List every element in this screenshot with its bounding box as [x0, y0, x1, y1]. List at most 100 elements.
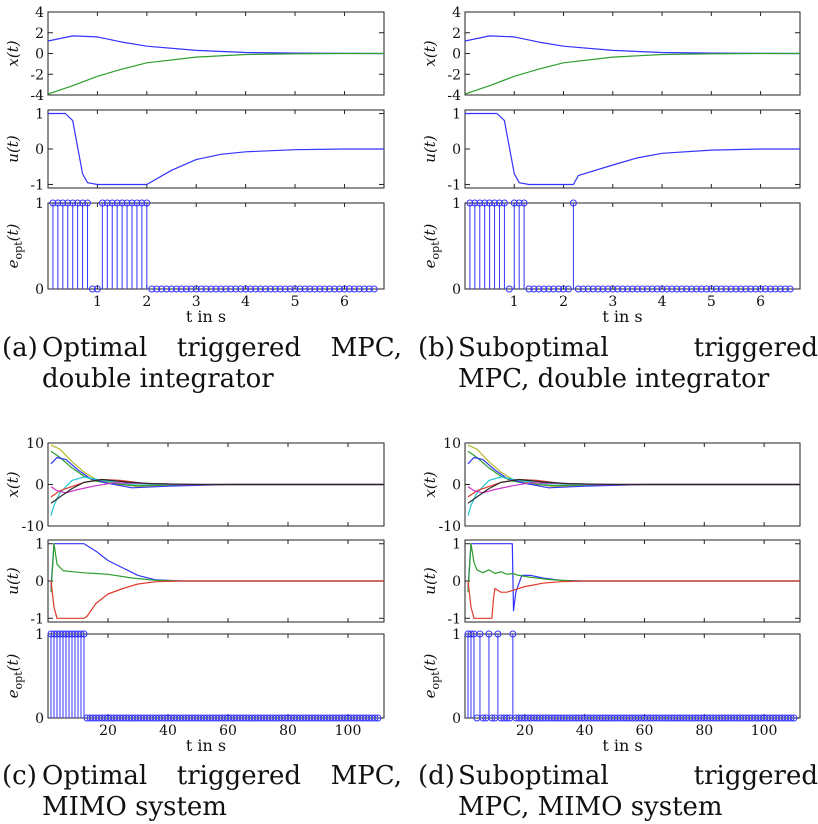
- y-axis-label: eopt(t): [421, 223, 442, 268]
- stem-marker: [786, 285, 794, 293]
- y-axis-label-main: e: [4, 689, 22, 698]
- y-tick-label: -4: [447, 88, 461, 104]
- stem-marker: [629, 285, 636, 293]
- panel-input: -1 0 1: [447, 537, 801, 627]
- stem-marker: [316, 285, 324, 293]
- stem-marker: [505, 285, 513, 293]
- stem-marker: [747, 285, 755, 293]
- x-tick-label: 1: [93, 294, 102, 310]
- stem-marker: [633, 285, 641, 293]
- y-tick-label: 0: [35, 574, 44, 590]
- stem-marker: [790, 714, 798, 722]
- y-tick-label: -1: [447, 611, 461, 627]
- stem-marker: [291, 285, 299, 293]
- series-line-dark: [467, 478, 800, 504]
- x-tick-label: 20: [516, 723, 534, 739]
- y-tick-label: 1: [35, 196, 44, 212]
- x-tick-label: 5: [291, 294, 300, 310]
- series-group: [465, 112, 800, 186]
- y-axis-label-sub: opt: [429, 241, 442, 260]
- x-tick-label: 60: [219, 723, 237, 739]
- panel-input: -1 0 1: [30, 537, 385, 627]
- stem-marker: [574, 285, 582, 293]
- y-axis-label: x(t): [421, 471, 439, 497]
- stem-marker: [74, 199, 82, 207]
- stem-marker: [192, 285, 200, 293]
- stem-marker: [771, 285, 779, 293]
- stem-marker: [103, 199, 111, 207]
- stem-marker: [256, 285, 264, 293]
- stem-marker: [177, 285, 185, 293]
- stem-marker: [476, 630, 484, 638]
- stem-marker: [781, 285, 789, 293]
- y-axis-label: x(t): [4, 40, 22, 66]
- stem-marker: [306, 285, 314, 293]
- y-tick-label: 1: [452, 537, 461, 553]
- stem-marker: [187, 285, 195, 293]
- caption-word: triggered: [693, 761, 818, 791]
- stem-marker: [212, 285, 220, 293]
- stem-marker: [678, 285, 686, 293]
- stem-marker: [535, 285, 543, 293]
- stem-marker: [717, 285, 725, 293]
- stem-marker: [172, 285, 180, 293]
- stem-marker: [311, 285, 319, 293]
- series-line-blue: [467, 456, 800, 489]
- series-line-blue: [50, 456, 384, 489]
- panel-input: -1 0 1: [30, 107, 385, 193]
- x-axis-label: t in s: [186, 736, 226, 755]
- series-line-blue: [467, 543, 800, 612]
- stem-marker: [509, 630, 517, 638]
- stem-marker: [148, 285, 156, 293]
- stem-marker: [252, 285, 260, 293]
- y-axis-label-main: e: [421, 259, 439, 268]
- stem-marker: [118, 199, 126, 207]
- series-line-red: [467, 580, 800, 619]
- y-tick-label: 0: [452, 142, 461, 158]
- caption-word: triggered: [176, 333, 302, 363]
- panel-input: -1 0 1: [447, 107, 801, 193]
- stem-marker: [525, 285, 533, 293]
- stem-marker: [326, 285, 334, 293]
- caption-tag: (a): [2, 333, 38, 363]
- stem-marker: [594, 285, 602, 293]
- x-tick-label: 3: [608, 294, 617, 310]
- stem-marker: [683, 285, 691, 293]
- stem-marker: [222, 285, 230, 293]
- stem-marker: [638, 285, 646, 293]
- stem-marker: [64, 199, 72, 207]
- stem-marker: [365, 285, 373, 293]
- stem-marker: [648, 285, 656, 293]
- y-axis-label-tail: (t): [421, 653, 439, 671]
- axes-frame: [47, 202, 385, 290]
- series-line-cyan: [50, 476, 384, 516]
- stem-marker: [80, 630, 88, 638]
- y-tick-label: 10: [443, 436, 461, 452]
- stem-marker: [79, 199, 87, 207]
- y-tick-label: 1: [452, 107, 461, 123]
- stem-marker: [355, 285, 363, 293]
- stem-marker: [722, 285, 730, 293]
- caption-word: Suboptimal: [458, 761, 609, 791]
- panel-state: -10 0 10: [21, 436, 385, 535]
- x-tick-label: 3: [192, 294, 201, 310]
- stem-marker: [59, 199, 67, 207]
- stem-marker: [371, 714, 379, 722]
- stem-marker: [486, 199, 494, 207]
- y-tick-label: 2: [452, 26, 461, 42]
- y-tick-label: 1: [35, 627, 44, 643]
- y-tick-label: 0: [452, 282, 461, 298]
- stem-marker: [673, 285, 681, 293]
- stem-marker: [197, 285, 205, 293]
- y-tick-label: 1: [35, 537, 44, 553]
- x-tick-label: 6: [340, 294, 349, 310]
- y-tick-label: -4: [30, 88, 44, 104]
- stem-marker: [138, 199, 146, 207]
- series-line-cyan: [467, 476, 800, 516]
- y-tick-label: -2: [30, 67, 44, 83]
- panel-trigger: 0 1 1 2 3 4 5 6 eopt(t) t in s: [421, 196, 801, 326]
- stem-marker: [301, 285, 309, 293]
- y-tick-label: -10: [21, 519, 44, 535]
- y-tick-label: 0: [452, 574, 461, 590]
